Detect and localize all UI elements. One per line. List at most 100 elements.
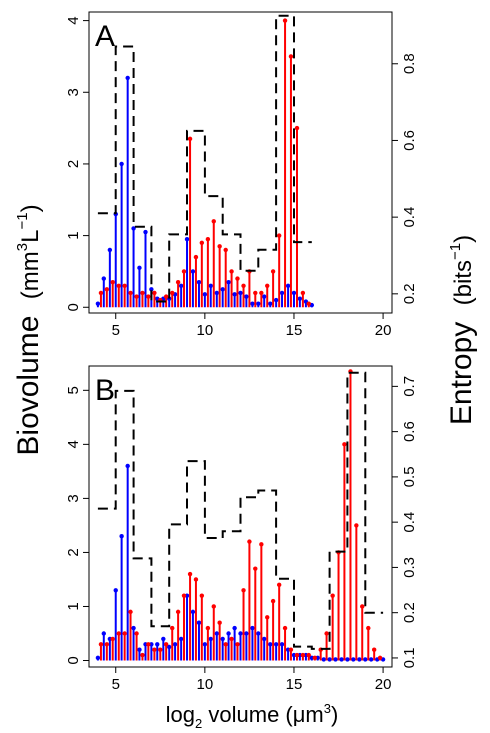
stem-point-blue-a-34	[297, 296, 303, 301]
stem-point-red-b-22	[229, 636, 234, 642]
stem-point-red-b-20	[217, 620, 222, 625]
panel-b: 5 10 15 20 0 1 2 3 4 5 0.1 0.2 0.3 0.4 0.5 0.6 0.7 B	[65, 365, 418, 693]
stem-point-red-b-12	[170, 625, 175, 631]
y-right-tick-label-a-0.2: 0.2	[401, 283, 418, 304]
stem-point-blue-a-9	[149, 287, 154, 292]
stem-point-red-b-6	[134, 631, 139, 636]
stem-point-red-b-24	[241, 588, 246, 593]
y-right-tick-label-b-0.7: 0.7	[401, 376, 418, 397]
stem-point-blue-a-16	[190, 269, 196, 274]
stem-point-red-a-31	[282, 18, 288, 23]
stem-point-blue-b-25	[244, 631, 249, 636]
x-axis-title: log2 volume (μm3)	[166, 701, 339, 731]
y-right-tick-label-b-0.3: 0.3	[401, 557, 418, 578]
stem-point-blue-a-31	[279, 290, 285, 296]
stem-point-blue-a-0	[95, 301, 101, 306]
stem-point-red-b-32	[288, 647, 294, 652]
stem-point-red-b-4	[122, 631, 127, 636]
stem-point-red-a-4	[122, 283, 127, 288]
stem-point-red-a-29	[270, 269, 276, 274]
stem-point-blue-a-18	[202, 292, 208, 297]
stem-point-red-a-34	[300, 290, 306, 296]
stem-point-red-a-7	[140, 290, 145, 296]
stem-point-red-b-31	[282, 625, 288, 631]
y-left-tick-label-a-3: 3	[65, 88, 82, 96]
stem-point-blue-b-18	[202, 642, 208, 647]
stem-point-red-b-16	[193, 577, 199, 582]
stem-point-blue-b-46	[368, 657, 374, 662]
x-tick-label-b-10: 10	[197, 676, 214, 693]
stem-point-blue-b-9	[149, 642, 154, 647]
panel-a: 5 10 15 20 0 1 2 3 4 0.2 0.4 0.6 0.8 A	[65, 11, 418, 339]
stem-point-blue-b-36	[309, 655, 314, 661]
stem-point-blue-a-29	[268, 301, 273, 306]
stem-point-blue-a-25	[244, 294, 249, 299]
y-left-tick-label-b-4: 4	[65, 440, 82, 448]
stem-point-blue-b-12	[167, 644, 172, 650]
stem-point-blue-b-21	[220, 636, 225, 642]
plot-frame-a	[88, 11, 393, 314]
stem-point-red-b-39	[330, 593, 335, 598]
stem-point-red-b-21	[223, 642, 228, 647]
stem-point-red-b-29	[270, 598, 276, 604]
y-left-tick-label-a-0: 0	[65, 303, 82, 311]
stem-point-blue-b-33	[291, 652, 297, 658]
stem-point-red-a-24	[241, 283, 246, 288]
stem-point-blue-b-6	[131, 625, 136, 631]
stem-point-red-b-3	[116, 631, 121, 636]
stem-point-blue-a-17	[196, 279, 202, 285]
stem-point-blue-b-40	[333, 657, 338, 662]
stem-point-red-b-5	[128, 609, 133, 615]
stem-point-blue-b-15	[184, 593, 190, 598]
stem-point-blue-a-8	[143, 229, 148, 235]
stem-point-blue-a-15	[184, 236, 190, 242]
stem-point-blue-b-22	[226, 631, 231, 636]
stem-point-blue-b-5	[125, 463, 130, 469]
stem-point-red-b-15	[187, 571, 193, 577]
x-tick-label-b-15: 15	[286, 676, 303, 693]
stem-point-blue-b-30	[273, 642, 279, 647]
stem-point-red-a-3	[116, 283, 121, 288]
stem-point-blue-b-11	[161, 636, 166, 642]
y-right-tick-label-a-0.6: 0.6	[401, 130, 418, 151]
stem-point-blue-b-43	[351, 657, 356, 662]
stem-point-red-a-12	[170, 290, 175, 296]
stem-point-red-b-25	[247, 539, 252, 544]
stem-point-red-a-27	[259, 290, 264, 296]
stem-point-red-a-1	[104, 287, 110, 292]
stem-point-red-a-28	[265, 283, 270, 288]
stem-point-red-b-46	[371, 647, 377, 652]
stem-point-red-b-41	[342, 442, 347, 447]
stem-point-red-b-13	[175, 609, 181, 615]
stem-point-red-a-15	[187, 136, 193, 142]
stem-point-blue-a-27	[256, 301, 261, 306]
y-left-tick-label-b-0: 0	[65, 656, 82, 664]
stem-point-blue-b-10	[155, 642, 160, 647]
stem-point-red-b-7	[140, 652, 145, 658]
entropy-step-line-b	[97, 371, 384, 650]
stem-point-blue-a-1	[101, 276, 106, 281]
stem-point-red-a-9	[152, 290, 157, 296]
stem-point-red-b-8	[146, 642, 151, 647]
stem-point-red-b-47	[377, 655, 383, 661]
stem-point-red-b-43	[354, 523, 359, 528]
stem-point-blue-a-28	[262, 294, 267, 299]
y-left-tick-label-b-5: 5	[65, 386, 82, 394]
y-axis-title-right: Entropy (bits−1)	[445, 235, 478, 425]
stem-point-red-b-10	[158, 647, 163, 652]
stem-point-red-b-2	[110, 636, 115, 642]
stem-point-red-a-13	[175, 279, 181, 285]
stem-point-red-b-36	[312, 655, 318, 661]
stem-point-blue-b-31	[279, 642, 285, 647]
stem-point-blue-a-21	[220, 287, 225, 292]
stem-point-blue-a-33	[291, 290, 297, 296]
stem-point-blue-b-26	[250, 625, 255, 631]
y-right-tick-label-b-0.6: 0.6	[401, 421, 418, 442]
panel-label-b: B	[95, 374, 115, 407]
stem-point-blue-b-23	[232, 625, 237, 631]
stem-point-red-a-17	[199, 240, 205, 245]
stem-point-blue-a-4	[119, 161, 124, 167]
stem-point-red-a-6	[134, 294, 139, 299]
stem-point-red-b-38	[324, 631, 329, 636]
stem-point-red-b-26	[253, 566, 258, 571]
